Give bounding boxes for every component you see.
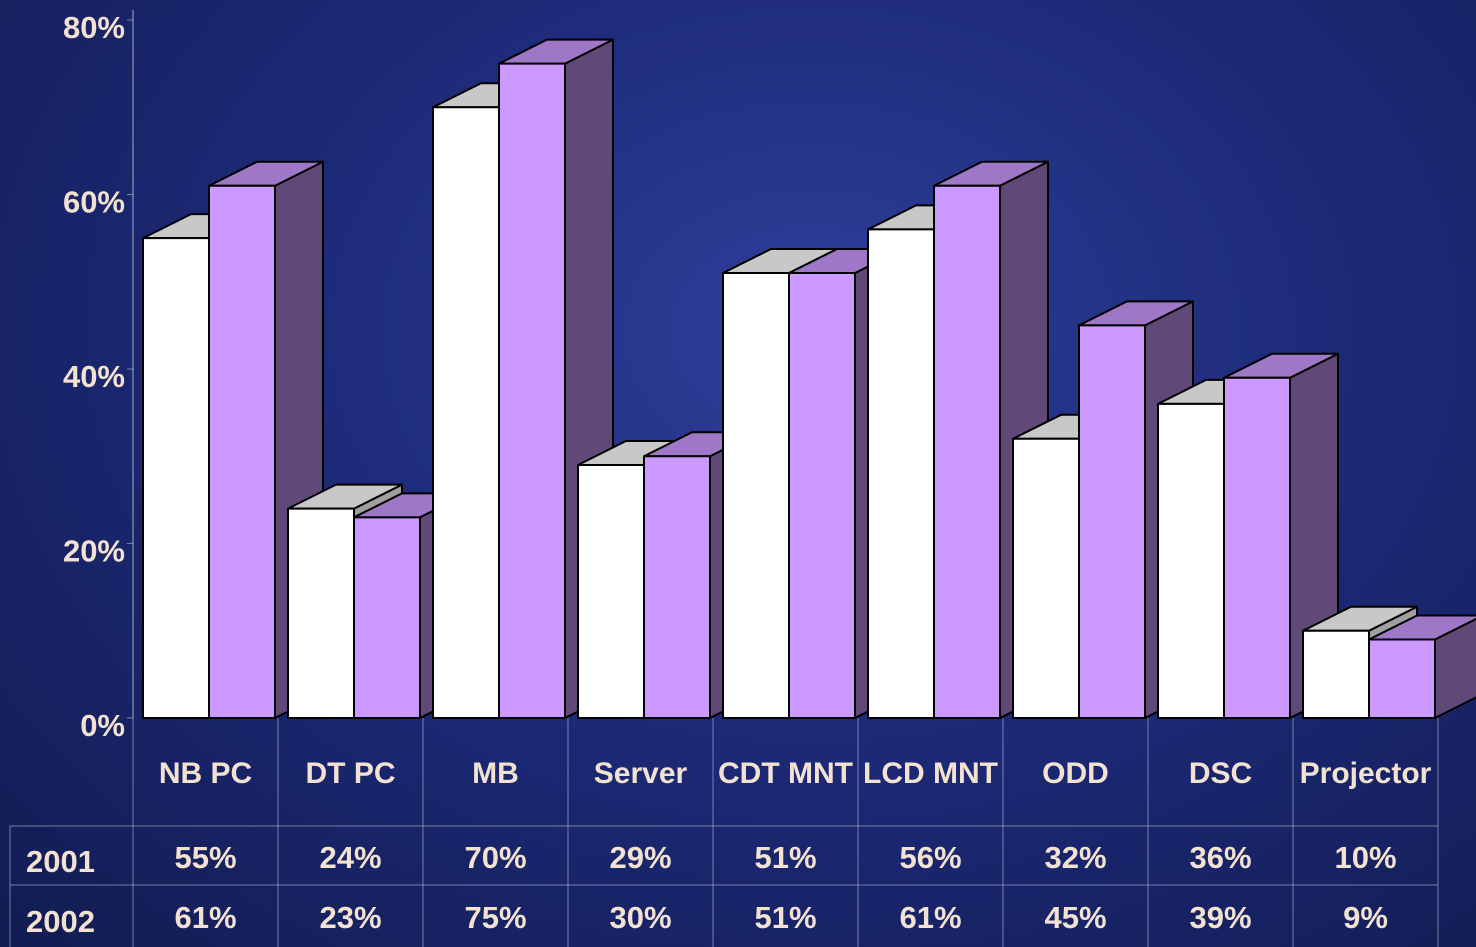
bar [498, 38, 614, 719]
x-tick-label: Projector [1299, 757, 1432, 790]
table-value: 32% [1044, 840, 1106, 875]
bar [208, 160, 324, 719]
bar-front [432, 106, 500, 719]
y-tick-label: 80% [63, 10, 125, 45]
bar-front [1157, 402, 1225, 719]
bar-front [142, 237, 210, 719]
row-header: 2001 [26, 844, 95, 879]
y-tick-label: 20% [63, 534, 125, 569]
bar-front [208, 184, 276, 719]
table-value: 10% [1334, 840, 1396, 875]
table-value: 75% [464, 900, 526, 935]
table-value: 70% [464, 840, 526, 875]
table-value: 45% [1044, 900, 1106, 935]
bar-front [1012, 437, 1080, 719]
bar-front [1302, 629, 1370, 719]
table-value: 29% [609, 840, 671, 875]
y-tick-label: 60% [63, 185, 125, 220]
bar-front [577, 463, 645, 719]
x-tick-label: CDT MNT [718, 757, 853, 790]
x-tick-label: DT PC [305, 757, 396, 790]
x-tick-label: NB PC [158, 757, 253, 790]
table-value: 9% [1343, 900, 1388, 935]
bar-front [287, 507, 355, 719]
bar-front [867, 228, 935, 719]
table-value: 39% [1189, 900, 1251, 935]
bar [1368, 614, 1476, 719]
table-value: 24% [319, 840, 381, 875]
table-value: 23% [319, 900, 381, 935]
y-tick-label: 40% [63, 359, 125, 394]
bar-front [498, 62, 566, 719]
table-value: 30% [609, 900, 671, 935]
table-value: 61% [174, 900, 236, 935]
x-tick-label: ODD [1042, 757, 1109, 790]
bar-front [1368, 638, 1436, 719]
row-header: 2002 [26, 904, 95, 939]
bar-front [722, 272, 790, 719]
bar-front [933, 184, 1001, 719]
x-tick-label: Server [593, 757, 688, 790]
y-tick-label: 0% [80, 708, 125, 743]
table-value: 36% [1189, 840, 1251, 875]
table-value: 61% [899, 900, 961, 935]
bar-front [353, 516, 421, 720]
bar-front [788, 272, 856, 719]
x-tick-label: LCD MNT [863, 757, 998, 790]
x-tick-label: DSC [1188, 757, 1253, 790]
x-tick-label: MB [472, 757, 519, 790]
table-value: 51% [754, 900, 816, 935]
table-value: 56% [899, 840, 961, 875]
bar-front [1078, 324, 1146, 719]
table-value: 51% [754, 840, 816, 875]
bar-front [1223, 376, 1291, 719]
table-value: 55% [174, 840, 236, 875]
bar-front [643, 455, 711, 719]
